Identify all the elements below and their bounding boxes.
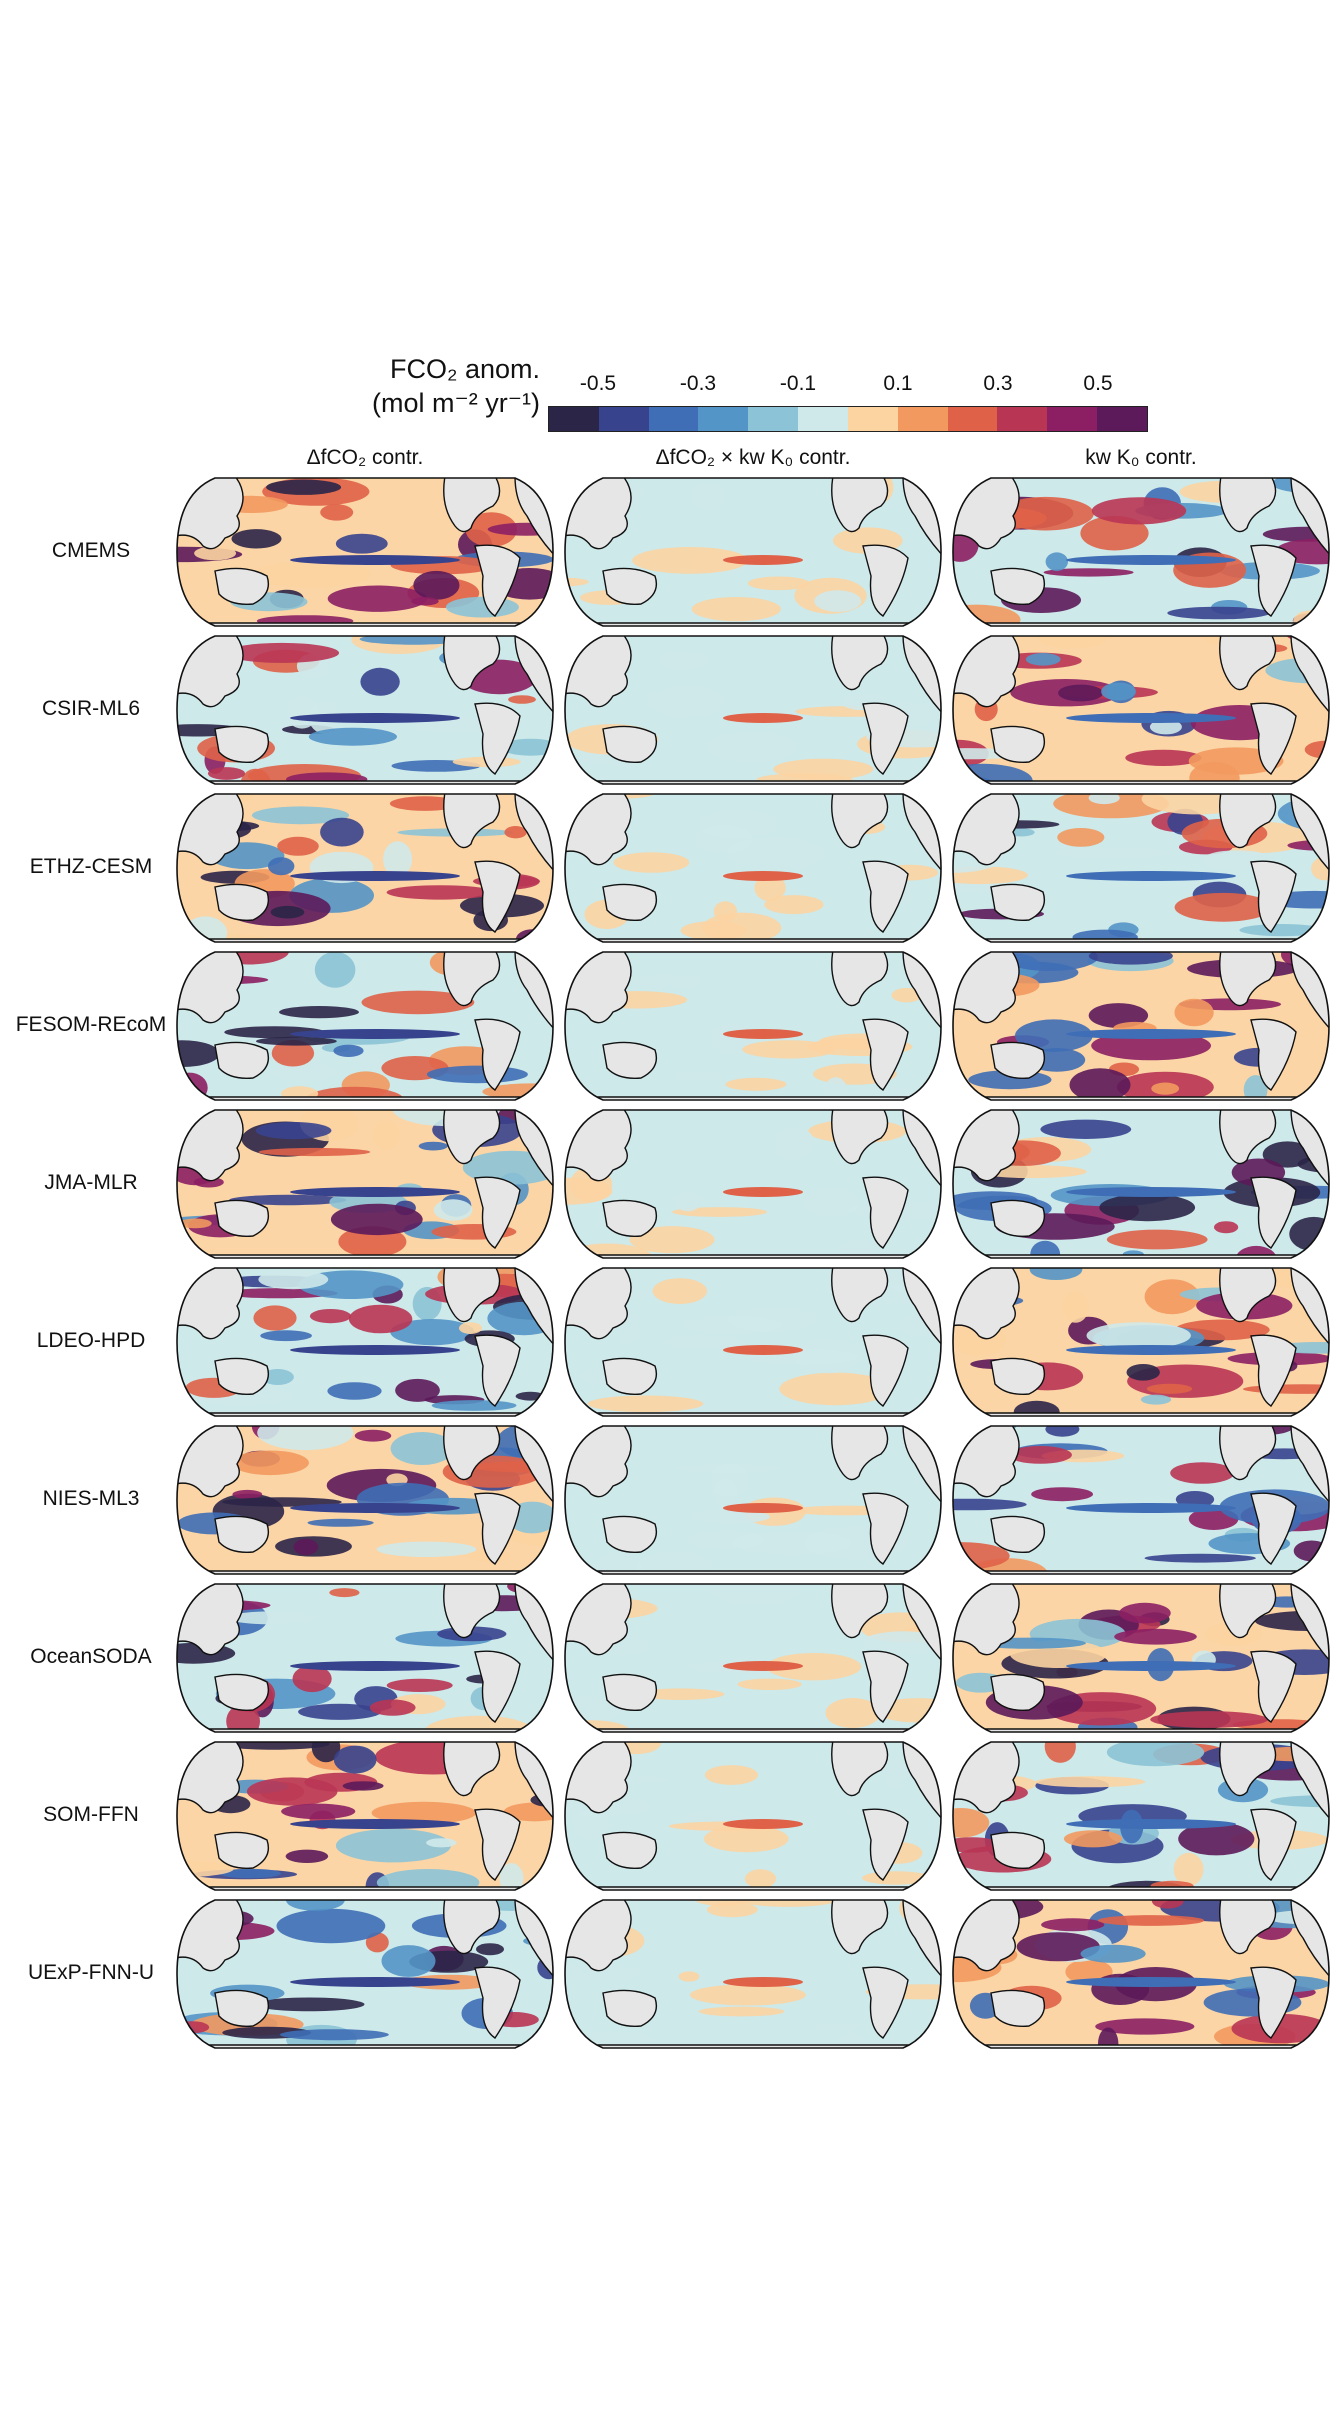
map-panel: [563, 476, 943, 628]
map-panel: [175, 634, 555, 786]
row-label-nies-ml3: NIES-ML3: [42, 1487, 140, 1510]
row-label-oceansoda: OceanSODA: [30, 1645, 152, 1668]
colorbar-tick: 0.5: [1083, 372, 1113, 395]
row-label-fesom-recom: FESOM-REcoM: [15, 1013, 167, 1036]
map-panel: [951, 476, 1331, 628]
colorbar-tick: -0.3: [679, 372, 717, 395]
colorbar: [548, 406, 1148, 432]
map-panel: [175, 476, 555, 628]
map-panel: [175, 1266, 555, 1418]
row-label-csir-ml6: CSIR-ML6: [41, 697, 141, 720]
colorbar-swatch: [847, 407, 898, 431]
map-panel: [563, 1108, 943, 1260]
colorbar-swatch: [1097, 407, 1147, 431]
map-panel: [951, 1898, 1331, 2050]
map-panel: [951, 1424, 1331, 1576]
map-panel: [563, 1898, 943, 2050]
colorbar-swatch: [598, 407, 649, 431]
map-panel: [175, 950, 555, 1102]
colorbar-swatch: [897, 407, 948, 431]
map-panel: [951, 1582, 1331, 1734]
row-label-som-ffn: SOM-FFN: [43, 1803, 139, 1826]
map-panel: [951, 792, 1331, 944]
map-panel: [951, 634, 1331, 786]
map-panel: [563, 1740, 943, 1892]
map-panel: [563, 792, 943, 944]
map-panel: [951, 950, 1331, 1102]
map-panel: [563, 950, 943, 1102]
map-panel: [563, 1424, 943, 1576]
map-panel: [175, 1740, 555, 1892]
map-panel: [563, 634, 943, 786]
map-panel: [951, 1108, 1331, 1260]
colorbar-title: FCO₂ anom. (mol m⁻² yr⁻¹): [340, 352, 540, 420]
map-panel: [563, 1266, 943, 1418]
colorbar-swatch: [1047, 407, 1098, 431]
colorbar-tick: -0.5: [579, 372, 617, 395]
map-panel: [951, 1740, 1331, 1892]
colorbar-title-line1: FCO₂ anom.: [389, 354, 540, 384]
row-label-cmems: CMEMS: [51, 539, 131, 562]
row-label-jma-mlr: JMA-MLR: [44, 1171, 138, 1194]
colorbar-swatch: [798, 407, 848, 431]
map-panel: [563, 1582, 943, 1734]
colorbar-swatch: [648, 407, 699, 431]
colorbar-swatch: [549, 407, 599, 431]
colorbar-swatch: [748, 407, 799, 431]
colorbar-tick: 0.1: [883, 372, 913, 395]
column-header-kwk0: kw K₀ contr.: [1085, 446, 1197, 469]
map-panel: [951, 1266, 1331, 1418]
map-panel: [175, 792, 555, 944]
row-label-ethz-cesm: ETHZ-CESM: [29, 855, 153, 878]
colorbar-tick: -0.1: [779, 372, 817, 395]
map-panel: [175, 1108, 555, 1260]
colorbar-swatch: [698, 407, 749, 431]
colorbar-swatch: [947, 407, 998, 431]
colorbar-tick-labels: -0.5 -0.3 -0.1 0.1 0.3 0.5: [548, 372, 1148, 400]
colorbar-title-units: (mol m⁻² yr⁻¹): [372, 388, 540, 418]
colorbar-tick: 0.3: [983, 372, 1013, 395]
row-label-ldeo-hpd: LDEO-HPD: [36, 1329, 146, 1352]
column-header-dfco2: ΔfCO₂ contr.: [306, 446, 424, 469]
map-panel: [175, 1424, 555, 1576]
column-header-dfco2-kwk0: ΔfCO₂ × kw K₀ contr.: [655, 446, 851, 469]
colorbar-swatch: [997, 407, 1048, 431]
row-label-uexp-fnn-u: UExP-FNN-U: [28, 1961, 154, 1984]
map-panel: [175, 1898, 555, 2050]
map-panel: [175, 1582, 555, 1734]
